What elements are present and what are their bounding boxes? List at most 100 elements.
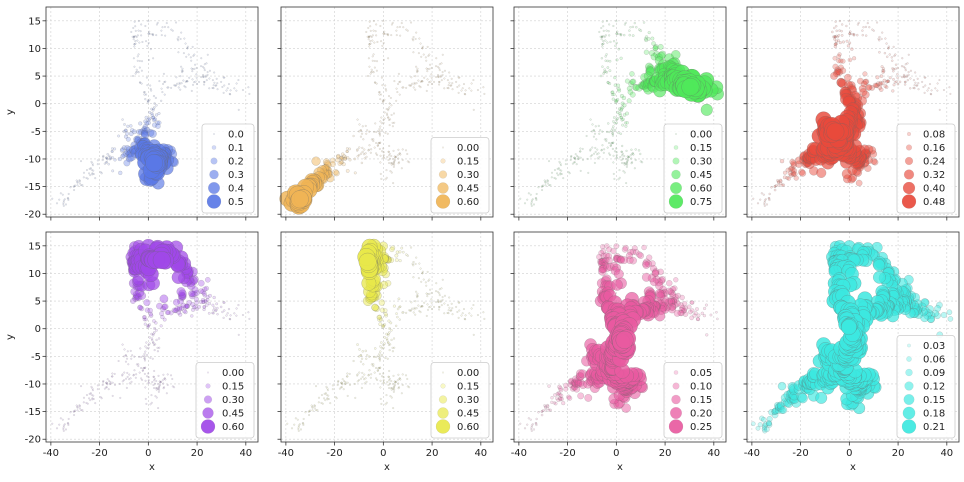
legend-box bbox=[663, 362, 723, 439]
data-point bbox=[623, 121, 628, 125]
data-point bbox=[137, 363, 140, 366]
data-point bbox=[113, 147, 117, 151]
data-point bbox=[456, 85, 459, 88]
data-point bbox=[356, 374, 359, 377]
data-point bbox=[102, 154, 105, 158]
data-point bbox=[464, 93, 467, 96]
data-point bbox=[924, 84, 927, 87]
data-point bbox=[835, 68, 842, 76]
data-point bbox=[379, 350, 382, 353]
data-point bbox=[604, 59, 607, 63]
data-point bbox=[205, 303, 209, 307]
data-point bbox=[626, 155, 629, 158]
data-point bbox=[326, 389, 329, 392]
data-point bbox=[382, 308, 388, 313]
data-point bbox=[609, 144, 612, 147]
data-point bbox=[441, 73, 444, 76]
data-point bbox=[123, 379, 126, 382]
data-point bbox=[376, 40, 379, 43]
data-point bbox=[132, 35, 135, 38]
data-point bbox=[370, 71, 373, 74]
data-point bbox=[392, 182, 395, 185]
data-point bbox=[472, 79, 475, 82]
data-point bbox=[558, 168, 561, 171]
data-point bbox=[768, 409, 775, 416]
data-point bbox=[890, 56, 894, 59]
data-point bbox=[363, 382, 366, 385]
data-point bbox=[457, 301, 460, 304]
data-point bbox=[184, 86, 187, 89]
data-point bbox=[606, 81, 610, 85]
data-point bbox=[67, 422, 70, 425]
data-point bbox=[215, 77, 218, 80]
data-point bbox=[833, 68, 841, 76]
data-point bbox=[155, 338, 158, 342]
data-point bbox=[378, 372, 381, 375]
data-point bbox=[679, 304, 686, 311]
data-point bbox=[359, 360, 363, 363]
panel-row1-col3: 0.000.150.300.450.600.75 bbox=[510, 6, 727, 221]
data-point bbox=[148, 110, 152, 114]
legend: 0.000.150.300.450.60 bbox=[430, 137, 490, 214]
data-point bbox=[415, 82, 418, 85]
data-point bbox=[642, 261, 650, 269]
data-point bbox=[622, 103, 627, 108]
data-point bbox=[137, 19, 140, 22]
x-tick-label: 20 bbox=[892, 448, 905, 459]
data-point bbox=[359, 354, 363, 357]
data-point bbox=[103, 387, 106, 390]
data-point bbox=[195, 83, 198, 86]
data-point bbox=[109, 155, 112, 159]
data-point bbox=[396, 26, 399, 29]
data-point bbox=[384, 131, 387, 134]
data-point bbox=[86, 177, 89, 180]
data-point bbox=[111, 394, 114, 397]
x-tick-label: -40 bbox=[511, 448, 527, 459]
data-point bbox=[406, 377, 409, 380]
data-point bbox=[144, 379, 147, 382]
data-point bbox=[377, 367, 380, 370]
data-point bbox=[410, 21, 413, 24]
data-point bbox=[341, 382, 344, 385]
data-point bbox=[202, 75, 205, 78]
data-point bbox=[142, 317, 147, 322]
data-point bbox=[388, 379, 391, 382]
data-point bbox=[330, 157, 336, 164]
data-point bbox=[385, 169, 388, 172]
data-point bbox=[327, 398, 330, 401]
data-point bbox=[368, 130, 371, 133]
data-point bbox=[375, 23, 378, 26]
data-point bbox=[427, 279, 430, 282]
data-point bbox=[149, 87, 152, 91]
data-point bbox=[557, 167, 560, 170]
data-point bbox=[111, 169, 115, 173]
data-point bbox=[926, 315, 935, 323]
data-point bbox=[286, 422, 289, 425]
data-point bbox=[764, 198, 767, 201]
data-point bbox=[200, 57, 203, 60]
data-point bbox=[379, 307, 385, 313]
data-point bbox=[201, 290, 207, 296]
data-point bbox=[645, 260, 653, 268]
data-point bbox=[379, 386, 382, 389]
data-point bbox=[211, 311, 214, 315]
data-point bbox=[388, 102, 391, 105]
data-point bbox=[576, 378, 585, 387]
legend-label: 0.12 bbox=[923, 382, 945, 393]
data-point bbox=[152, 107, 155, 111]
data-point bbox=[88, 392, 91, 395]
data-point bbox=[598, 30, 601, 33]
data-point bbox=[857, 77, 864, 85]
data-point bbox=[613, 269, 624, 280]
data-point bbox=[860, 80, 868, 88]
data-point bbox=[121, 380, 124, 383]
data-point bbox=[523, 202, 526, 205]
data-point bbox=[191, 307, 196, 312]
data-point bbox=[430, 298, 433, 301]
data-point bbox=[620, 150, 624, 153]
data-point bbox=[157, 337, 161, 340]
data-point bbox=[382, 100, 385, 103]
data-point bbox=[148, 129, 157, 138]
data-point bbox=[523, 427, 527, 430]
data-point bbox=[387, 150, 390, 153]
